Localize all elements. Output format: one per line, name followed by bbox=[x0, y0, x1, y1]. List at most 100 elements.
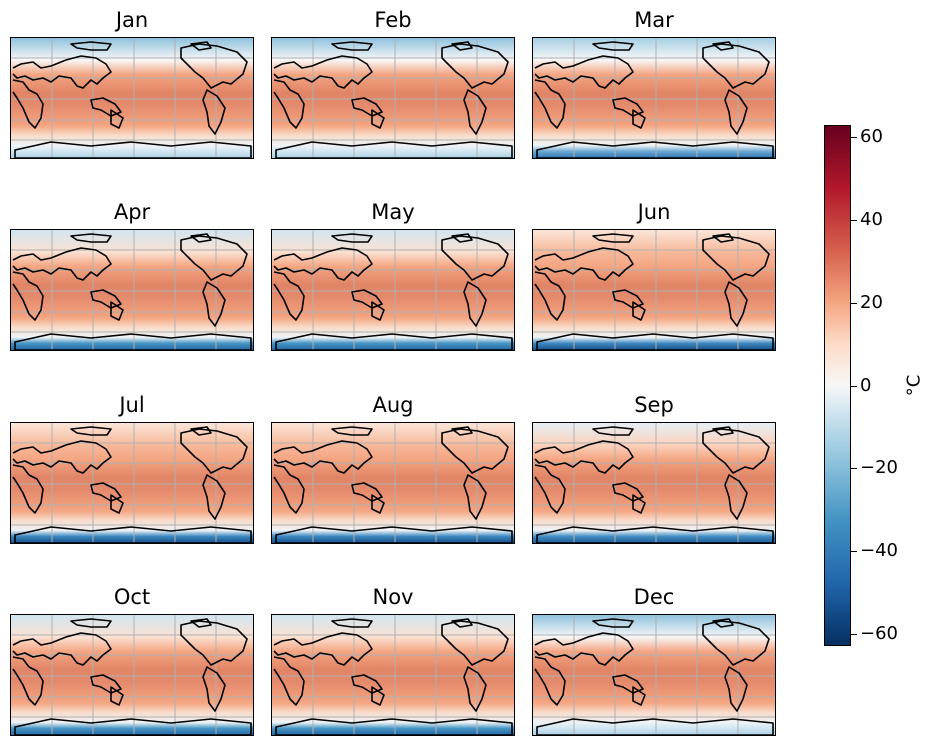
colorbar-tick bbox=[851, 137, 857, 138]
temperature-map bbox=[532, 229, 776, 351]
panel-title: May bbox=[371, 200, 415, 224]
coastline bbox=[110, 109, 124, 129]
coastline bbox=[592, 618, 634, 628]
coastline bbox=[712, 233, 734, 243]
coastline bbox=[451, 426, 473, 436]
panel-title: Feb bbox=[374, 8, 412, 32]
coastline bbox=[534, 656, 566, 706]
coastline bbox=[632, 686, 646, 706]
coastline bbox=[451, 233, 473, 243]
coastline bbox=[451, 41, 473, 51]
coastline bbox=[180, 428, 248, 474]
coastline bbox=[371, 109, 385, 129]
coastline bbox=[331, 426, 373, 436]
coastline bbox=[592, 41, 634, 51]
panel-title: Jan bbox=[115, 8, 149, 32]
coastline bbox=[463, 281, 487, 327]
coastline bbox=[190, 426, 212, 436]
coastline bbox=[441, 428, 509, 474]
coastline bbox=[190, 41, 212, 51]
coastline bbox=[12, 464, 44, 514]
temperature-map bbox=[271, 614, 515, 736]
coastline bbox=[536, 141, 774, 158]
coastline bbox=[371, 494, 385, 514]
coastline bbox=[724, 89, 748, 135]
panel-title: Mar bbox=[634, 8, 674, 32]
coastline bbox=[273, 464, 305, 514]
coastline bbox=[275, 141, 513, 158]
temperature-map bbox=[532, 422, 776, 544]
coastline bbox=[712, 41, 734, 51]
coastline bbox=[331, 41, 373, 51]
coastline bbox=[592, 426, 634, 436]
coastline bbox=[273, 55, 373, 89]
colorbar-tick bbox=[851, 220, 857, 221]
coastline bbox=[70, 233, 112, 243]
coastline bbox=[273, 79, 305, 129]
coastline bbox=[110, 686, 124, 706]
coastline bbox=[190, 618, 212, 628]
coastline bbox=[190, 233, 212, 243]
colorbar-tick bbox=[851, 634, 857, 635]
coastline bbox=[202, 474, 226, 520]
panel-title: Aug bbox=[372, 393, 414, 417]
colorbar-tick bbox=[851, 303, 857, 304]
coastline bbox=[273, 632, 373, 666]
coastline bbox=[371, 686, 385, 706]
panel-title: Dec bbox=[633, 585, 675, 609]
coastline bbox=[14, 526, 252, 543]
coastline bbox=[180, 235, 248, 281]
colorbar-tick bbox=[851, 386, 857, 387]
coastline bbox=[534, 271, 566, 321]
temperature-map bbox=[10, 614, 254, 736]
colorbar bbox=[824, 125, 851, 646]
coastline bbox=[110, 494, 124, 514]
coastline bbox=[463, 89, 487, 135]
coastline bbox=[534, 55, 634, 89]
colorbar-tick-label: −40 bbox=[860, 540, 898, 561]
coastline bbox=[441, 235, 509, 281]
coastline bbox=[724, 281, 748, 327]
coastline bbox=[451, 618, 473, 628]
coastline bbox=[534, 632, 634, 666]
coastline bbox=[632, 494, 646, 514]
colorbar-tick-label: −20 bbox=[860, 457, 898, 478]
colorbar-tick-label: 40 bbox=[860, 209, 883, 230]
colorbar-tick bbox=[851, 551, 857, 552]
panel-title: Apr bbox=[113, 200, 151, 224]
coastline bbox=[712, 618, 734, 628]
coastline bbox=[202, 666, 226, 712]
coastline bbox=[14, 141, 252, 158]
coastline bbox=[202, 281, 226, 327]
coastline bbox=[275, 333, 513, 350]
temperature-map bbox=[532, 614, 776, 736]
coastline bbox=[12, 55, 112, 89]
coastline bbox=[331, 618, 373, 628]
coastline bbox=[275, 718, 513, 735]
coastline bbox=[534, 464, 566, 514]
coastline bbox=[180, 620, 248, 666]
coastline bbox=[724, 666, 748, 712]
colorbar-tick-label: −60 bbox=[860, 623, 898, 644]
coastline bbox=[702, 428, 770, 474]
panel-title: Oct bbox=[113, 585, 151, 609]
coastline bbox=[14, 333, 252, 350]
coastline bbox=[702, 235, 770, 281]
temperature-map bbox=[10, 37, 254, 159]
coastline bbox=[534, 440, 634, 474]
coastline bbox=[12, 271, 44, 321]
coastline bbox=[12, 656, 44, 706]
temperature-map bbox=[271, 37, 515, 159]
coastline bbox=[12, 632, 112, 666]
panel-title: Jun bbox=[637, 200, 671, 224]
coastline bbox=[202, 89, 226, 135]
coastline bbox=[441, 43, 509, 89]
coastline bbox=[632, 301, 646, 321]
coastline bbox=[273, 271, 305, 321]
temperature-map bbox=[10, 229, 254, 351]
coastline bbox=[12, 247, 112, 281]
colorbar-label: °C bbox=[903, 374, 925, 397]
temperature-map bbox=[271, 422, 515, 544]
coastline bbox=[592, 233, 634, 243]
coastline bbox=[441, 620, 509, 666]
